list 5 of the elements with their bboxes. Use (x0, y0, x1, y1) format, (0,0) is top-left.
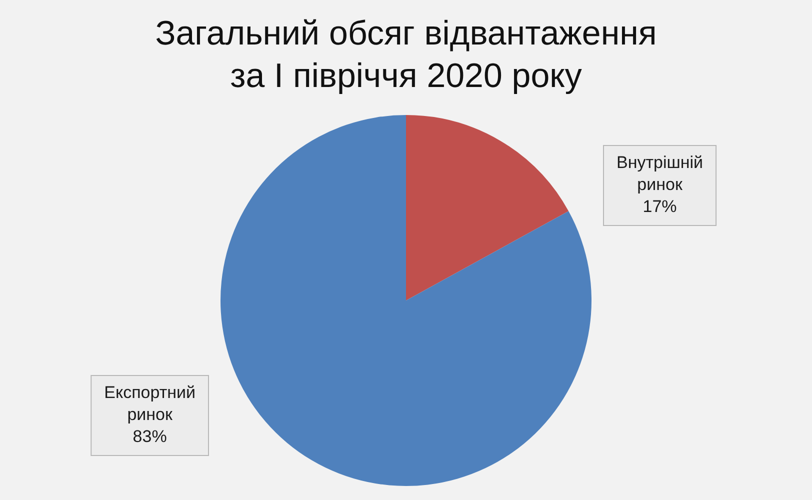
chart-title: Загальний обсяг відвантаження за І півріччя 2020 року (155, 14, 657, 96)
data-label: 83% (132, 427, 167, 446)
data-label: 17% (642, 197, 677, 216)
slice-label: Внутрішній ринок (616, 153, 704, 194)
slice-label: Експортний ринок (104, 383, 196, 424)
